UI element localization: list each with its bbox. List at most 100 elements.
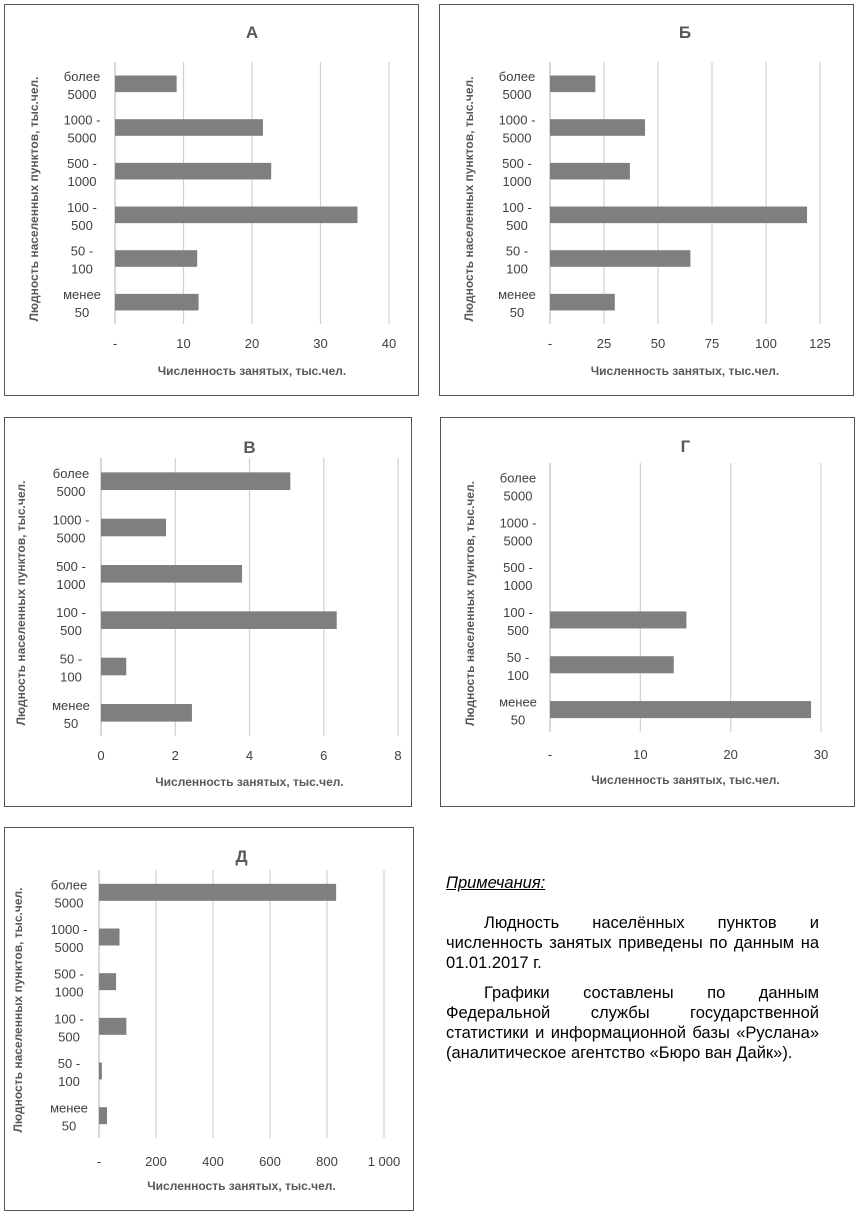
category-label: 100 -500 (503, 605, 533, 638)
tick-label: 40 (382, 336, 396, 351)
tick-label: 8 (394, 748, 401, 763)
tick-label: - (548, 336, 552, 351)
bar (99, 973, 117, 991)
category-label: более 5000 (51, 877, 87, 910)
bar (550, 162, 630, 180)
tick-label: 75 (705, 336, 719, 351)
tick-label: 30 (313, 336, 327, 351)
y-axis-title: Людность населенных пунктов, тыс.чел. (11, 888, 25, 1133)
category-label: 100 -500 (67, 200, 97, 233)
tick-label: 10 (633, 747, 647, 762)
tick-label: 10 (176, 336, 190, 351)
bar (550, 75, 596, 93)
category-label: 1000 -5000 (53, 513, 90, 546)
tick-label: 200 (145, 1154, 167, 1169)
bar (101, 657, 127, 676)
category-label: более 5000 (499, 69, 535, 102)
bar (99, 883, 337, 901)
category-label: 1000 -5000 (500, 515, 537, 548)
bar (101, 704, 192, 722)
bar (99, 1017, 127, 1035)
chart-title: А (246, 23, 258, 42)
category-label: 500 -1000 (54, 967, 84, 1000)
notes-block: Примечания: Людность населённых пунктов … (446, 873, 819, 1073)
y-axis-title: Людность населенных пунктов, тыс.чел. (462, 77, 476, 322)
category-label: 50 -100 (60, 652, 82, 685)
category-label: 1000 -5000 (499, 113, 536, 146)
category-label: менее 50 (50, 1101, 88, 1134)
category-label: менее 50 (52, 698, 90, 731)
notes-paragraph-1: Людность населённых пунктов и численност… (446, 914, 819, 972)
x-axis-title: Численность занятых, тыс.чел. (158, 364, 346, 378)
tick-label: 2 (172, 748, 179, 763)
tick-label: 25 (597, 336, 611, 351)
chart-title: В (243, 438, 255, 457)
bar (101, 565, 243, 583)
bar (550, 250, 691, 267)
bar (550, 119, 646, 136)
bar (550, 611, 687, 629)
chart-title: Д (235, 847, 247, 866)
bar (550, 293, 615, 311)
tick-label: 100 (755, 336, 777, 351)
category-label: 50 -100 (71, 244, 93, 277)
tick-label: 20 (723, 747, 737, 762)
bar (99, 1062, 102, 1080)
chart-title: Б (679, 23, 691, 42)
category-label: более 5000 (64, 69, 100, 102)
tick-label: 800 (316, 1154, 338, 1169)
y-axis-title: Людность населенных пунктов, тыс.чел. (27, 77, 41, 322)
tick-label: 1 000 (368, 1154, 401, 1169)
bar (101, 518, 166, 537)
category-label: более 5000 (53, 466, 89, 499)
bar (115, 250, 198, 267)
category-label: 500 -1000 (502, 156, 532, 189)
tick-label: 30 (814, 747, 828, 762)
category-label: менее 50 (63, 287, 101, 320)
bar (550, 206, 808, 224)
category-label: 100 -500 (502, 200, 532, 233)
y-axis-title: Людность населенных пунктов, тыс.чел. (463, 481, 477, 726)
bar (115, 119, 263, 136)
notes-heading: Примечания: (446, 874, 546, 892)
bar (115, 206, 358, 224)
category-label: 500 -1000 (56, 559, 86, 592)
category-label: менее 50 (499, 695, 537, 728)
bar (115, 75, 177, 93)
tick-label: - (548, 747, 552, 762)
category-label: 500 -1000 (503, 560, 533, 593)
x-axis-title: Численность занятых, тыс.чел. (155, 775, 343, 789)
notes-paragraph-2: Графики составлены по данным Федеральной… (446, 984, 819, 1062)
bar (115, 162, 272, 180)
tick-label: 125 (809, 336, 831, 351)
tick-label: 0 (97, 748, 104, 763)
tick-label: - (113, 336, 117, 351)
category-label: 50 -100 (506, 244, 528, 277)
category-label: 500 -1000 (67, 156, 97, 189)
x-axis-title: Численность занятых, тыс.чел. (147, 1179, 335, 1193)
bar (101, 472, 291, 490)
category-label: более 5000 (500, 470, 536, 503)
tick-label: 6 (320, 748, 327, 763)
category-label: 1000 -5000 (51, 922, 88, 955)
category-label: 100 -500 (56, 605, 86, 638)
bar (99, 1107, 107, 1125)
tick-label: 50 (651, 336, 665, 351)
tick-label: 400 (202, 1154, 224, 1169)
chart-title: Г (681, 437, 691, 456)
bar (550, 656, 674, 674)
tick-label: - (97, 1154, 101, 1169)
tick-label: 4 (246, 748, 253, 763)
category-label: 50 -100 (507, 650, 529, 683)
bar (550, 701, 812, 719)
x-axis-title: Численность занятых, тыс.чел. (591, 773, 779, 787)
